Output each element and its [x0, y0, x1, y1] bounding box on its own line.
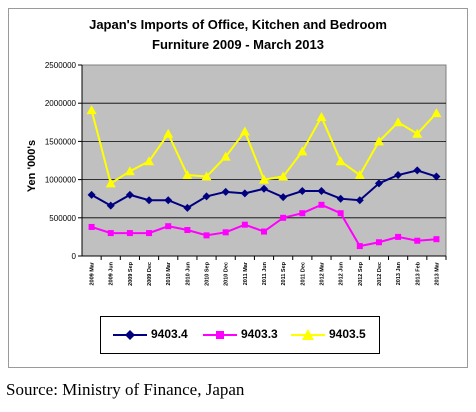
x-tick-label: 2013 Mar: [434, 261, 440, 285]
data-point-9403-3: [414, 237, 421, 244]
x-tick-label: 2012 Mar: [319, 261, 325, 285]
x-tick-label: 2010 Jun: [185, 261, 191, 285]
y-tick-label: 0: [72, 252, 77, 261]
x-tick-label: 2009 Sep: [128, 261, 134, 285]
data-point-9403-3: [146, 230, 153, 237]
data-point-9403-4: [432, 172, 441, 181]
source-note: Source: Ministry of Finance, Japan: [6, 380, 245, 399]
x-tick-label: 2011 Dec: [300, 262, 306, 286]
legend-label-9403-5: 9403.5: [329, 327, 366, 341]
chart-title-line-1: Japan's Imports of Office, Kitchen and B…: [89, 17, 387, 32]
data-point-9403-4: [183, 203, 192, 212]
data-point-9403-4: [394, 171, 403, 180]
x-tick-label: 2009 Dec: [147, 262, 153, 286]
data-point-9403-4: [355, 196, 364, 205]
data-point-9403-4: [164, 196, 173, 205]
data-point-9403-4: [202, 192, 211, 201]
y-tick-label: 2500000: [45, 61, 77, 70]
data-point-9403-4: [87, 190, 96, 199]
data-point-9403-4: [260, 184, 268, 193]
y-tick-label: 1000000: [45, 176, 77, 185]
x-tick-label: 2010 Dec: [224, 262, 230, 286]
data-point-9403-4: [374, 179, 383, 188]
x-tick-label: 2012 Jun: [339, 261, 345, 285]
data-point-9403-5: [373, 136, 384, 146]
data-point-9403-3: [337, 210, 344, 217]
x-tick-label: 2012 Dec: [377, 262, 383, 286]
data-point-9403-3: [165, 223, 172, 230]
plot-background: [81, 64, 447, 257]
data-point-9403-3: [126, 230, 133, 237]
data-point-9403-5: [354, 170, 365, 180]
data-point-9403-5: [144, 156, 155, 166]
data-point-9403-3: [203, 232, 210, 239]
data-point-9403-3: [222, 229, 229, 236]
data-point-9403-5: [412, 128, 423, 138]
data-point-9403-3: [241, 221, 248, 228]
data-point-9403-4: [125, 190, 134, 199]
data-point-9403-5: [335, 156, 346, 166]
y-tick-label: 500000: [49, 214, 76, 223]
data-point-9403-3: [395, 233, 402, 240]
data-point-9403-4: [336, 194, 345, 203]
x-tick-label: 2011 Sep: [281, 261, 287, 285]
data-point-9403-5: [105, 178, 116, 188]
x-tick-label: 2013 Jan: [396, 261, 402, 285]
legend: 9403.4 9403.3 9403.5: [100, 316, 380, 354]
legend-label-9403-4: 9403.4: [151, 327, 188, 341]
legend-swatch-9403-5: [291, 329, 325, 340]
data-point-9403-3: [184, 227, 191, 234]
data-point-9403-3: [88, 223, 95, 230]
chart-title-line-2: Furniture 2009 - March 2013: [152, 37, 324, 52]
legend-label-9403-3: 9403.3: [241, 327, 278, 341]
data-point-9403-3: [280, 214, 287, 221]
data-point-9403-5: [86, 105, 97, 115]
data-point-9403-5: [278, 171, 289, 181]
y-tick-label: 1500000: [45, 137, 77, 146]
data-point-9403-4: [221, 187, 230, 196]
x-tick-label: 2011 Mar: [243, 261, 249, 285]
data-point-9403-3: [375, 239, 382, 246]
legend-swatch-9403-4: [113, 330, 147, 340]
data-point-9403-3: [107, 230, 114, 237]
y-tick-label: 2000000: [45, 99, 77, 108]
x-tick-label: 2011 Jun: [262, 261, 268, 285]
data-point-9403-5: [182, 170, 193, 180]
data-point-9403-5: [259, 174, 269, 184]
data-point-9403-4: [240, 189, 249, 198]
legend-swatch-9403-3: [203, 331, 237, 339]
data-point-9403-4: [413, 166, 422, 175]
x-tick-label: 2010 Mar: [166, 261, 172, 285]
data-point-9403-4: [317, 187, 326, 196]
data-point-9403-3: [261, 228, 267, 235]
data-point-9403-4: [279, 193, 288, 202]
data-point-9403-5: [163, 128, 174, 138]
data-point-9403-4: [106, 201, 115, 210]
data-point-9403-4: [298, 187, 307, 196]
data-point-9403-5: [431, 108, 442, 118]
x-tick-label: 2009 Jun: [109, 261, 115, 285]
x-tick-label: 2010 Sep: [205, 261, 211, 285]
data-point-9403-5: [239, 126, 250, 136]
data-point-9403-3: [318, 201, 325, 208]
data-point-9403-5: [316, 111, 327, 121]
x-tick-label: 2013 Feb: [415, 261, 421, 285]
data-point-9403-5: [201, 171, 212, 181]
data-point-9403-5: [124, 166, 135, 176]
x-tick-label: 2009 Mar: [90, 261, 96, 285]
data-point-9403-4: [145, 196, 154, 205]
x-tick-label: 2012 Sep: [358, 261, 364, 285]
data-point-9403-3: [356, 243, 363, 250]
data-point-9403-5: [220, 151, 231, 161]
data-point-9403-5: [393, 117, 404, 127]
data-point-9403-3: [433, 236, 440, 243]
data-point-9403-5: [297, 146, 308, 156]
data-point-9403-3: [299, 210, 306, 217]
